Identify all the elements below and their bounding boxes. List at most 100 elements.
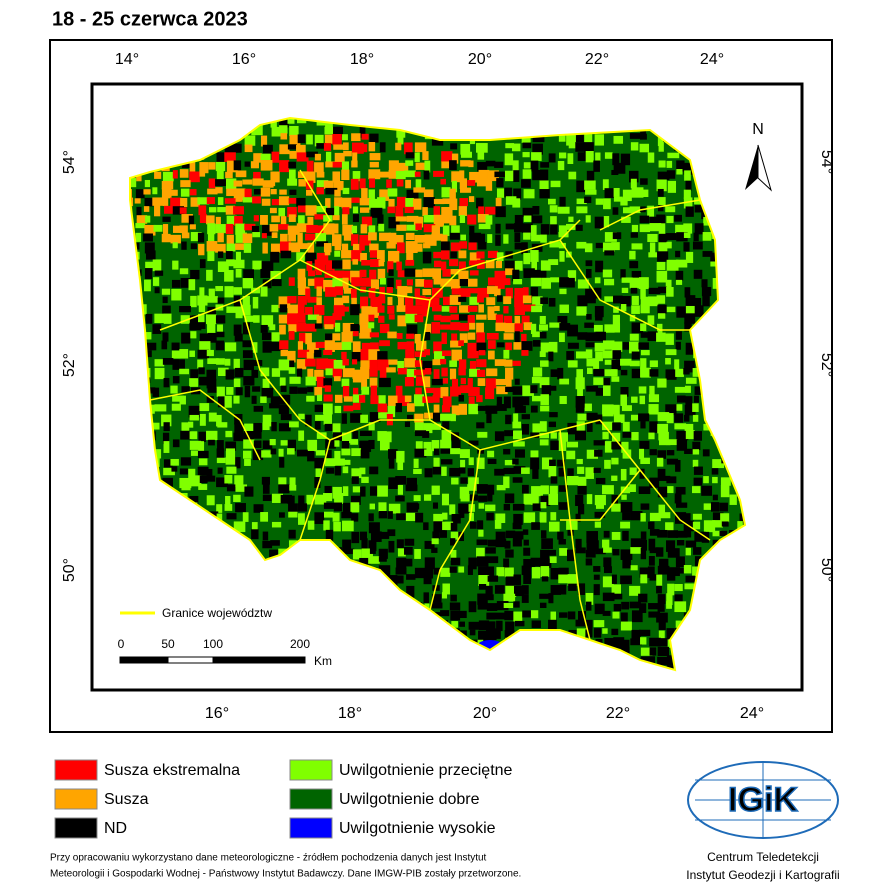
raster-cell — [692, 241, 703, 250]
raster-cell — [692, 513, 702, 520]
raster-cell — [252, 260, 262, 270]
coordinate-label: 16° — [205, 705, 229, 722]
raster-cell — [253, 189, 263, 195]
raster-cell — [271, 521, 282, 528]
raster-cell — [602, 576, 614, 588]
raster-cell — [423, 522, 429, 531]
raster-cell — [640, 332, 653, 338]
raster-cell — [234, 367, 244, 378]
raster-cell — [496, 188, 505, 198]
raster-cell — [451, 477, 459, 485]
raster-cell — [352, 387, 359, 396]
raster-cell — [397, 315, 407, 327]
raster-cell — [665, 369, 677, 380]
raster-cell — [181, 484, 191, 491]
raster-cell — [323, 223, 335, 235]
raster-cell — [622, 431, 635, 438]
logo-text: IGiK — [728, 781, 798, 819]
raster-cell — [136, 215, 148, 224]
raster-cell — [649, 547, 659, 554]
raster-cell — [388, 449, 398, 459]
raster-cell — [567, 468, 574, 478]
raster-cell — [469, 171, 482, 183]
raster-cell — [540, 162, 550, 168]
raster-cell — [370, 259, 381, 268]
raster-cell — [486, 412, 492, 424]
raster-cell — [206, 241, 218, 252]
coordinate-label: 22° — [606, 705, 630, 722]
raster-cell — [585, 619, 593, 630]
voivodeship-border — [299, 439, 331, 541]
raster-cell — [414, 171, 421, 177]
raster-cell — [523, 558, 536, 568]
raster-cell — [468, 196, 475, 203]
raster-cell — [675, 567, 685, 574]
raster-cell — [558, 467, 565, 477]
raster-cell — [396, 224, 407, 231]
raster-cell — [252, 342, 258, 353]
raster-cell — [586, 422, 593, 432]
raster-cell — [585, 268, 592, 278]
raster-cell — [505, 268, 514, 276]
raster-cell — [639, 567, 649, 578]
raster-cell — [621, 405, 632, 412]
raster-cell — [233, 206, 244, 215]
raster-cell — [586, 314, 592, 320]
raster-cell — [469, 225, 475, 236]
raster-cell — [163, 441, 170, 453]
raster-cell — [666, 450, 675, 456]
raster-cell — [477, 162, 488, 172]
raster-cell — [260, 153, 271, 161]
raster-cell — [487, 484, 495, 495]
raster-cell — [530, 225, 537, 236]
raster-cell — [620, 295, 631, 307]
raster-cell — [431, 538, 439, 545]
raster-cell — [513, 413, 519, 423]
raster-cell — [701, 485, 713, 496]
raster-cell — [387, 296, 393, 306]
raster-cell — [324, 458, 336, 467]
raster-cell — [576, 458, 583, 465]
raster-cell — [341, 332, 353, 343]
raster-cell — [485, 504, 496, 512]
raster-cell — [163, 313, 172, 324]
raster-cell — [424, 567, 434, 579]
raster-cell — [352, 486, 362, 493]
raster-cell — [449, 467, 461, 477]
raster-cell — [305, 323, 317, 332]
raster-cell — [549, 556, 557, 564]
raster-cell — [675, 279, 683, 285]
raster-cell — [548, 593, 554, 604]
raster-cell — [674, 583, 683, 592]
raster-cell — [270, 243, 283, 253]
raster-cell — [198, 458, 208, 466]
raster-cell — [692, 414, 699, 422]
raster-cell — [361, 548, 373, 561]
raster-cell — [487, 286, 498, 295]
voivodeship-border — [429, 449, 481, 611]
raster-cell — [143, 206, 150, 212]
raster-cell — [342, 539, 352, 552]
raster-cell — [540, 495, 551, 507]
raster-cell — [514, 214, 523, 224]
raster-cell — [415, 441, 423, 453]
raster-cell — [406, 574, 416, 580]
raster-cell — [477, 431, 488, 438]
raster-cell — [314, 134, 324, 147]
raster-cell — [476, 457, 485, 469]
raster-cell — [593, 160, 600, 172]
raster-cell — [675, 250, 681, 258]
raster-cell — [368, 306, 380, 318]
raster-cell — [314, 457, 325, 469]
coordinate-label: 54° — [61, 150, 78, 174]
raster-cell — [540, 360, 549, 367]
raster-cell — [712, 494, 718, 501]
raster-cell — [387, 405, 396, 418]
raster-cell — [206, 269, 213, 281]
raster-cell — [216, 152, 227, 162]
raster-cell — [314, 153, 321, 161]
raster-cell — [504, 170, 515, 182]
raster-cell — [280, 385, 287, 392]
raster-cell — [658, 197, 666, 207]
raster-cell — [567, 270, 577, 282]
